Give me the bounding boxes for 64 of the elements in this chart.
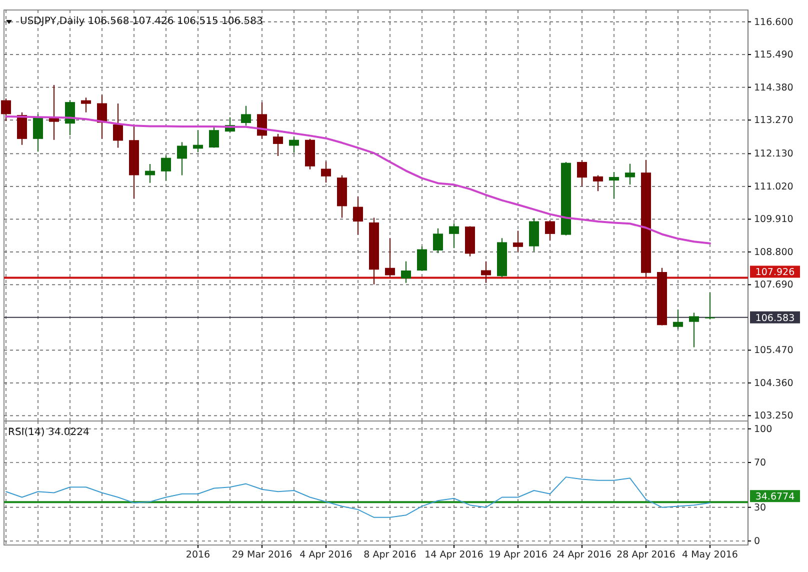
candlestick xyxy=(161,154,171,182)
candlestick xyxy=(273,133,283,157)
candlestick xyxy=(673,308,683,330)
y-tick-label: 0 xyxy=(754,536,760,548)
ref-line-label: 107.926 xyxy=(755,267,795,278)
y-tick-label: 103.250 xyxy=(754,410,794,422)
candlestick xyxy=(593,174,603,192)
candlestick xyxy=(257,102,267,140)
y-tick-label: 116.600 xyxy=(754,16,794,28)
x-tick-label: 4 Apr 2016 xyxy=(300,550,352,561)
text: USDJPY,Daily 106.568 107.426 106.515 106.583 xyxy=(20,16,263,27)
y-tick-label: 107.690 xyxy=(754,280,794,291)
candlestick xyxy=(353,196,363,236)
x-tick-label: 29 Mar 2016 xyxy=(232,550,292,561)
candlestick xyxy=(385,238,395,278)
candlestick xyxy=(577,160,587,187)
y-tick-label: 114.380 xyxy=(754,82,794,94)
x-tick-label: 4 May 2016 xyxy=(682,550,738,561)
candlestick xyxy=(609,171,619,200)
x-tick-label: 24 Apr 2016 xyxy=(552,550,612,561)
candlestick xyxy=(145,164,155,184)
y-tick-label: 100 xyxy=(754,424,772,435)
candlestick xyxy=(65,100,75,136)
candlestick xyxy=(81,97,91,113)
candlestick xyxy=(1,98,11,122)
y-tick-label: 112.130 xyxy=(754,148,794,160)
candlestick xyxy=(97,94,107,140)
candlestick xyxy=(689,312,699,348)
line-series xyxy=(6,476,710,518)
y-tick-label: 113.270 xyxy=(754,115,794,126)
ref-line-label: 106.583 xyxy=(755,312,795,324)
candlestick xyxy=(417,246,427,272)
y-tick-label: 105.470 xyxy=(754,345,794,356)
candlestick xyxy=(289,136,299,154)
candlestick xyxy=(33,114,43,152)
x-tick-label: 28 Apr 2016 xyxy=(616,550,676,561)
candlestick xyxy=(433,228,443,254)
x-tick-label: 19 Apr 2016 xyxy=(488,550,548,561)
text: RSI(14) 34.0224 xyxy=(8,427,90,438)
y-tick-label: 70 xyxy=(754,458,766,469)
candlestick xyxy=(193,130,203,153)
candlestick xyxy=(449,222,459,249)
y-tick-label: 109.910 xyxy=(754,214,794,226)
y-tick-label: 111.020 xyxy=(754,181,794,192)
candlestick xyxy=(321,160,331,184)
candlestick xyxy=(209,126,219,148)
x-tick-label: 2016 xyxy=(186,550,210,561)
y-tick-label: 115.490 xyxy=(754,50,794,61)
candlestick xyxy=(113,103,123,148)
candlestick xyxy=(705,292,715,320)
candlestick xyxy=(177,142,187,176)
candlestick xyxy=(17,112,27,146)
candlestick xyxy=(241,105,251,126)
y-tick-label: 108.800 xyxy=(754,246,794,258)
y-tick-label: 104.360 xyxy=(754,378,794,389)
candlestick xyxy=(481,260,491,284)
candlestick xyxy=(545,220,555,241)
candlestick xyxy=(401,260,411,284)
x-tick-label: 14 Apr 2016 xyxy=(424,550,484,561)
y-tick-label: 30 xyxy=(754,502,766,514)
x-tick-label: 8 Apr 2016 xyxy=(364,550,416,561)
ref-line-label: 34.6774 xyxy=(755,492,795,503)
candlestick xyxy=(513,230,523,252)
candlestick xyxy=(625,163,635,186)
